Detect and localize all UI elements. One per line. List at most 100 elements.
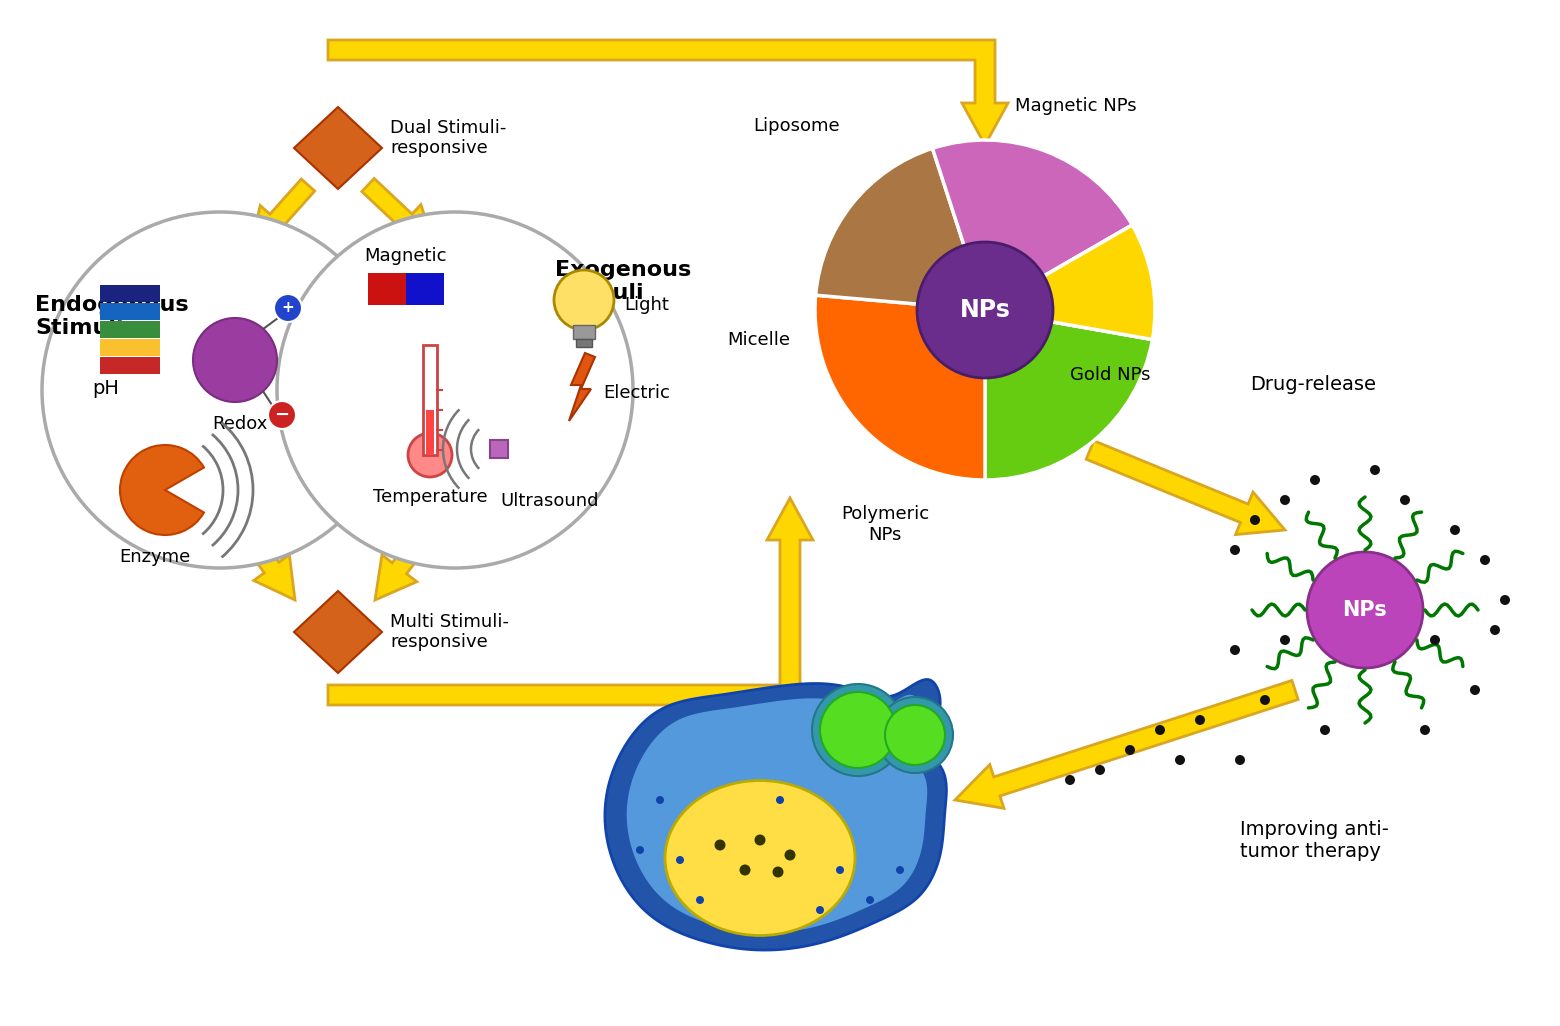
Circle shape (785, 850, 796, 861)
Circle shape (657, 796, 665, 804)
Polygon shape (328, 40, 1008, 145)
Wedge shape (984, 310, 1153, 480)
Text: Drug-release: Drug-release (1250, 376, 1376, 395)
Circle shape (1095, 765, 1104, 775)
Polygon shape (293, 591, 382, 673)
Circle shape (278, 212, 633, 568)
Circle shape (636, 846, 644, 854)
Circle shape (1125, 745, 1136, 755)
Bar (100, 339, 161, 356)
Circle shape (1470, 685, 1480, 695)
Text: Ultrasound: Ultrasound (501, 492, 599, 510)
Text: Magnetic NPs: Magnetic NPs (1016, 97, 1137, 115)
Circle shape (1480, 555, 1490, 565)
Polygon shape (250, 179, 315, 250)
Circle shape (409, 433, 452, 477)
Circle shape (1281, 495, 1290, 505)
Wedge shape (814, 295, 984, 480)
Ellipse shape (665, 781, 855, 936)
Wedge shape (984, 225, 1154, 340)
Bar (423, 345, 437, 455)
Circle shape (275, 294, 303, 322)
Circle shape (739, 865, 750, 875)
Text: NPs: NPs (959, 298, 1011, 322)
Circle shape (1490, 625, 1501, 635)
Bar (100, 357, 161, 374)
Circle shape (268, 401, 296, 429)
Circle shape (1175, 755, 1186, 765)
Polygon shape (362, 179, 435, 248)
Bar (576, 339, 591, 347)
Circle shape (1229, 545, 1240, 555)
Circle shape (885, 705, 945, 765)
Text: Dual Stimuli-
responsive: Dual Stimuli- responsive (390, 119, 507, 157)
Circle shape (813, 684, 903, 776)
Circle shape (1195, 715, 1204, 725)
Polygon shape (374, 529, 432, 600)
Bar (100, 303, 161, 320)
Circle shape (1236, 755, 1245, 765)
Text: −: − (275, 406, 290, 424)
Circle shape (821, 692, 895, 768)
Text: Liposome: Liposome (753, 117, 839, 135)
Polygon shape (1086, 441, 1285, 535)
Circle shape (895, 866, 903, 874)
Text: Temperature: Temperature (373, 488, 487, 506)
Bar (573, 325, 594, 339)
Circle shape (675, 856, 683, 864)
Circle shape (1501, 595, 1510, 605)
Circle shape (1431, 635, 1440, 645)
Text: Endogenous
Stimuli: Endogenous Stimuli (34, 295, 189, 339)
Circle shape (877, 697, 953, 773)
Bar (100, 285, 161, 302)
Polygon shape (627, 695, 927, 933)
Text: Improving anti-
tumor therapy: Improving anti- tumor therapy (1240, 820, 1388, 861)
Circle shape (1310, 475, 1320, 485)
Bar (406, 273, 445, 305)
Text: Multi Stimuli-
responsive: Multi Stimuli- responsive (390, 613, 509, 652)
Circle shape (775, 796, 785, 804)
Circle shape (1320, 725, 1331, 735)
Circle shape (1449, 525, 1460, 535)
Polygon shape (605, 679, 947, 950)
Circle shape (755, 834, 766, 845)
Polygon shape (240, 529, 295, 600)
Text: Light: Light (624, 295, 669, 314)
Wedge shape (984, 225, 1154, 340)
Text: Polymeric
NPs: Polymeric NPs (841, 505, 930, 544)
Wedge shape (120, 445, 204, 535)
Circle shape (1281, 635, 1290, 645)
Circle shape (1399, 495, 1410, 505)
Circle shape (1229, 645, 1240, 655)
Circle shape (696, 896, 704, 904)
Text: +: + (282, 301, 295, 316)
Circle shape (554, 270, 615, 330)
Text: Micelle: Micelle (727, 331, 789, 349)
Circle shape (917, 242, 1053, 378)
Circle shape (836, 866, 844, 874)
Circle shape (1370, 465, 1381, 475)
Text: Redox: Redox (212, 415, 268, 433)
Circle shape (1154, 725, 1165, 735)
Circle shape (1065, 775, 1075, 785)
Circle shape (1250, 515, 1260, 525)
Polygon shape (955, 680, 1298, 808)
Circle shape (42, 212, 398, 568)
Text: Enzyme: Enzyme (120, 548, 190, 566)
Circle shape (866, 896, 874, 904)
Circle shape (772, 867, 783, 877)
Circle shape (1260, 695, 1270, 705)
Text: Exogenous
Stimuli: Exogenous Stimuli (555, 260, 691, 304)
Wedge shape (933, 140, 1133, 310)
Circle shape (193, 318, 278, 402)
Bar (426, 410, 434, 455)
Polygon shape (328, 498, 813, 705)
Wedge shape (816, 149, 984, 310)
Circle shape (816, 906, 824, 914)
Polygon shape (293, 107, 382, 189)
Circle shape (1307, 552, 1423, 668)
Text: pH: pH (92, 379, 119, 397)
Circle shape (714, 839, 725, 851)
Bar (368, 273, 406, 305)
Text: Electric: Electric (604, 384, 669, 402)
